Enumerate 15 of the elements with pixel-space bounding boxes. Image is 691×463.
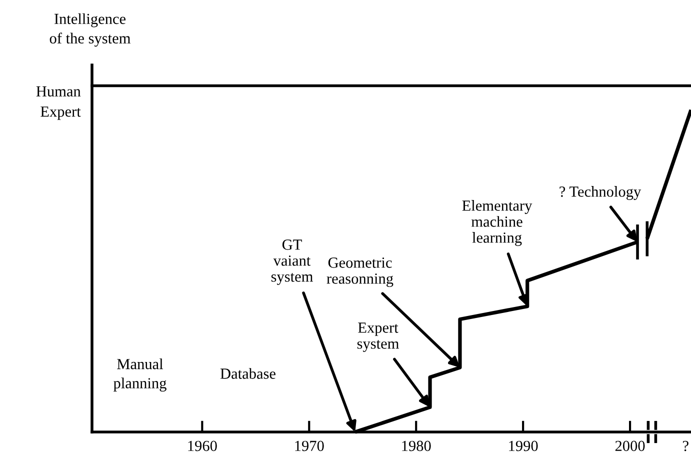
annotation: Geometric reasonning: [326, 258, 394, 287]
annotation: Database: [220, 368, 276, 379]
x-tick-label: ?: [683, 440, 688, 452]
annotation: Elementary machine learning: [462, 200, 532, 246]
y-axis-title: Intelligence of the system: [50, 13, 130, 47]
ref-line-label: Human Expert: [36, 86, 81, 120]
x-tick-label: 1970: [295, 440, 324, 452]
annotation: ? Technology: [560, 186, 642, 200]
annotation: Manual planning: [114, 358, 166, 392]
annotation: GT vaiant system: [271, 240, 313, 285]
x-tick-label: 2000: [615, 440, 645, 452]
annotation: Expert system: [357, 322, 399, 352]
x-tick-label: 1990: [509, 440, 538, 452]
x-tick-label: 1980: [402, 440, 431, 452]
x-tick-label: 1960: [188, 440, 217, 452]
